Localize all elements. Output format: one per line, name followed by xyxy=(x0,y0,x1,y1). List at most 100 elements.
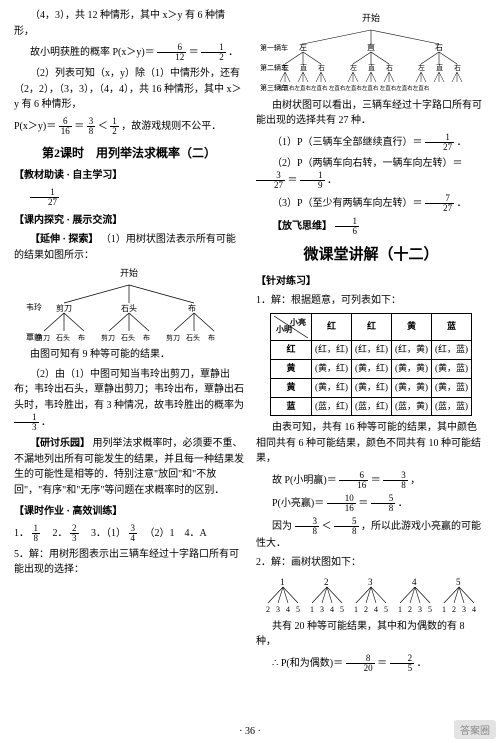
t: 小亮 xyxy=(290,317,306,329)
svg-text:布: 布 xyxy=(78,333,85,342)
svg-text:石头: 石头 xyxy=(121,303,137,313)
svg-text:剪刀: 剪刀 xyxy=(166,333,180,342)
svg-text:直: 直 xyxy=(368,63,375,72)
t: 1． xyxy=(14,527,29,538)
table-cell: (红，红) xyxy=(312,340,352,359)
svg-text:左直右左直右左直右 左直右左直右左直右 左直右左直右左直右: 左直右左直右左直右 左直右左直右左直右 左直右左直右左直右 xyxy=(278,84,430,92)
svg-text:2: 2 xyxy=(408,605,412,614)
table-cell: (黄，黄) xyxy=(392,359,432,378)
svg-text:右: 右 xyxy=(435,42,443,52)
tree-diagram-3: 1234521345312454123551234 xyxy=(256,575,486,615)
svg-text:2: 2 xyxy=(364,605,368,614)
t: ＝ xyxy=(189,47,199,58)
section-heading: 第2课时 用列举法求概率（二） xyxy=(14,144,244,163)
svg-text:5: 5 xyxy=(456,577,461,587)
fraction: 16 xyxy=(335,217,360,236)
section-label: 【放飞思维】 xyxy=(272,221,332,232)
t: ＝ xyxy=(358,498,368,509)
text: P(小亮赢)＝ 1016 ＝ 58 ． xyxy=(256,494,486,513)
fraction: 327 xyxy=(256,171,285,190)
text: 由图可知有 9 种等可能的结果． xyxy=(14,347,244,363)
tree-start: 开始 xyxy=(14,267,244,281)
fraction: 616 xyxy=(339,471,368,490)
table-cell: (黄，红) xyxy=(312,359,352,378)
row-header: 黄 xyxy=(271,359,312,378)
section-label: 【研讨乐园】 xyxy=(30,438,90,449)
t: 因为 xyxy=(272,521,292,532)
fraction: 34 xyxy=(129,524,138,543)
row-header: 黄 xyxy=(271,378,312,397)
tree-svg: 第一辆车 左直右 第二辆车 左直右 左直右 左直右 xyxy=(258,28,484,94)
text: 127 xyxy=(14,188,244,207)
svg-text:直: 直 xyxy=(367,42,375,52)
svg-text:直: 直 xyxy=(436,63,443,72)
t: ． xyxy=(457,198,467,209)
t: ， xyxy=(410,475,420,486)
fraction: 820 xyxy=(346,654,375,673)
fraction: 612 xyxy=(157,43,186,62)
t: ∴ P(和为偶数)＝ xyxy=(272,658,343,669)
table-corner: 小明 小亮 xyxy=(271,313,312,340)
text: 1． 18 2． 23 3．（1） 34 （2）1 4．A xyxy=(14,524,244,543)
svg-text:4: 4 xyxy=(472,605,476,614)
tree-diagram-1: 开始 韦玲 剪刀石头布 覃静 剪刀石头布 剪刀石头布 剪刀石头布 xyxy=(14,267,244,343)
table-cell: (黄，蓝) xyxy=(432,378,472,397)
fraction: 127 xyxy=(425,133,454,152)
fraction: 127 xyxy=(30,188,59,207)
svg-text:4: 4 xyxy=(374,605,378,614)
fraction: 38 xyxy=(87,117,96,136)
text: 【延伸 · 探索】 （1）用树状图法表示所有可能的结果如图所示： xyxy=(14,232,244,263)
table-cell: (红，黄) xyxy=(392,340,432,359)
text: 由表可知，共有 16 种等可能的结果，其中颜色相同共有 6 种可能结果，颜色不同… xyxy=(256,420,486,467)
svg-text:5: 5 xyxy=(340,605,344,614)
t: P(小亮赢)＝ xyxy=(272,498,324,509)
text: 2．解：画树状图如下： xyxy=(256,555,486,571)
table-cell: (红，蓝) xyxy=(432,340,472,359)
fraction: 58 xyxy=(371,494,396,513)
fraction: 58 xyxy=(334,517,359,536)
svg-text:石头: 石头 xyxy=(186,333,200,342)
svg-text:3: 3 xyxy=(276,605,280,614)
col-header: 红 xyxy=(352,313,392,340)
fraction: 12 xyxy=(110,117,119,136)
t: ＜ xyxy=(98,120,108,131)
section-label: 【教材助读 · 自主学习】 xyxy=(14,168,244,184)
t: 故 P(小明赢)＝ xyxy=(272,475,337,486)
text: 【研讨乐园】 用列举法求概率时，必须要不重、不漏地列出所有可能发生的结果，并且每… xyxy=(14,436,244,498)
svg-text:布: 布 xyxy=(208,333,215,342)
t: ＝ xyxy=(377,658,387,669)
t: ＜ xyxy=(322,521,332,532)
table-cell: (蓝，黄) xyxy=(392,397,432,416)
t: P(x＞y)＝ xyxy=(14,120,56,131)
t: ＝ xyxy=(74,120,84,131)
svg-text:1: 1 xyxy=(280,577,285,587)
text: ∴ P(和为偶数)＝ 820 ＝ 25 ． xyxy=(256,654,486,673)
svg-text:3: 3 xyxy=(320,605,324,614)
text: （2）P（两辆车向右转，一辆车向左转）＝ 327 ＝ 19 ． xyxy=(256,156,486,191)
table-cell: (黄，红) xyxy=(352,359,392,378)
t: （2）由（1）中图可知当韦玲出剪刀，覃静出布；韦玲出石头，覃静出剪刀；韦玲出布，… xyxy=(14,369,244,411)
svg-text:左: 左 xyxy=(299,42,307,52)
tree-start: 开始 xyxy=(256,12,486,26)
tree-svg: 1234521345312454123551234 xyxy=(261,575,481,615)
page: （4，3），共 12 种情形，其中 x＞y 有 6 种情形， 故小明获胜的概率 … xyxy=(0,0,500,743)
svg-text:3: 3 xyxy=(368,577,373,587)
t: （3）P（至少有两辆车向左转）＝ xyxy=(272,198,423,209)
svg-text:2: 2 xyxy=(452,605,456,614)
tree-svg: 韦玲 剪刀石头布 覃静 剪刀石头布 剪刀石头布 剪刀石头布 xyxy=(24,283,234,343)
svg-text:5: 5 xyxy=(296,605,300,614)
fraction: 19 xyxy=(300,171,325,190)
svg-text:3: 3 xyxy=(462,605,466,614)
text: （4，3），共 12 种情形，其中 x＞y 有 6 种情形， xyxy=(14,8,244,39)
svg-text:4: 4 xyxy=(330,605,334,614)
svg-text:石头: 石头 xyxy=(56,333,70,342)
svg-text:3: 3 xyxy=(418,605,422,614)
t: ＝ xyxy=(371,475,381,486)
svg-text:剪刀: 剪刀 xyxy=(56,303,72,313)
t: （2）1 4．A xyxy=(140,527,207,538)
tree-row-label: 韦玲 xyxy=(26,302,42,312)
table-cell: (蓝，蓝) xyxy=(432,397,472,416)
row-header: 蓝 xyxy=(271,397,312,416)
svg-text:5: 5 xyxy=(428,605,432,614)
table-cell: (黄，红) xyxy=(312,378,352,397)
